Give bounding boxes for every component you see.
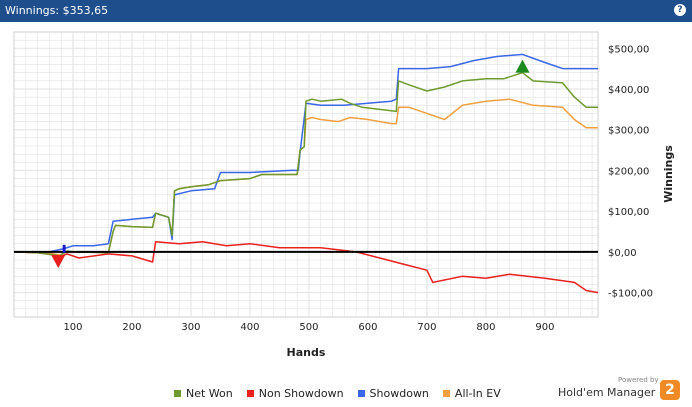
grid	[14, 32, 598, 317]
winnings-chart: 100 200 300 400 500 600 700 800 900 -$100,00 $0,0…	[13, 31, 675, 359]
legend-swatch	[246, 390, 254, 397]
title-bar: Winnings: $353,65 ?	[0, 0, 692, 22]
marker-layer	[51, 59, 530, 269]
x-tick-label: 900	[535, 322, 554, 333]
y-tick-label: $0,00	[608, 248, 637, 259]
legend-label: Showdown	[369, 387, 429, 400]
series-layer	[13, 53, 599, 294]
series-line-non-showdown	[13, 240, 599, 294]
legend-entry-net-won[interactable]: Net Won	[174, 387, 233, 400]
y-tick-label: $300,00	[608, 126, 649, 137]
legend-label: Non Showdown	[258, 387, 344, 400]
y-tick-label: $500,00	[608, 44, 649, 55]
legend-swatch	[357, 390, 365, 397]
y-tick-label: $400,00	[608, 85, 649, 96]
legend: Net Won Non Showdown Showdown All-In EV	[174, 387, 515, 401]
x-axis-label: Hands	[287, 346, 326, 359]
x-tick-label: 600	[358, 322, 377, 333]
help-icon[interactable]: ?	[674, 4, 686, 16]
x-tick-label: 700	[417, 322, 436, 333]
x-tick-label: 500	[299, 322, 318, 333]
hm2-logo-icon: 2	[660, 380, 680, 400]
product-name: Hold'em Manager	[558, 386, 656, 399]
legend-swatch	[174, 390, 181, 397]
x-tick-label: 200	[122, 322, 141, 333]
legend-swatch	[442, 390, 450, 397]
y-axis-label: Winnings	[662, 145, 675, 203]
legend-label: Net Won	[186, 387, 233, 400]
legend-entry-non-showdown[interactable]: Non Showdown	[246, 387, 344, 400]
max-point-marker	[515, 59, 530, 73]
min-point-marker	[51, 255, 66, 269]
branding: Powered by Hold'em Manager 2	[558, 376, 688, 404]
x-tick-labels: 100 200 300 400 500 600 700 800 900	[63, 322, 554, 333]
start-point-marker	[62, 244, 66, 253]
legend-entry-all-in-ev[interactable]: All-In EV	[442, 387, 501, 400]
x-tick-label: 300	[181, 322, 200, 333]
y-tick-label: $200,00	[608, 166, 649, 177]
x-tick-label: 100	[63, 322, 82, 333]
legend-label: All-In EV	[454, 387, 501, 400]
powered-by-text: Powered by	[618, 376, 659, 384]
y-tick-labels: -$100,00 $0,00 $100,00 $200,00 $300,00 $400,0…	[608, 44, 653, 299]
series-line-showdown	[14, 53, 598, 253]
x-tick-label: 400	[240, 322, 259, 333]
legend-entry-showdown[interactable]: Showdown	[357, 387, 429, 400]
window-title: Winnings: $353,65	[5, 4, 109, 17]
y-tick-label: -$100,00	[608, 289, 653, 300]
series-line-net-won	[13, 71, 598, 257]
x-tick-label: 800	[476, 322, 495, 333]
y-tick-label: $100,00	[608, 207, 649, 218]
